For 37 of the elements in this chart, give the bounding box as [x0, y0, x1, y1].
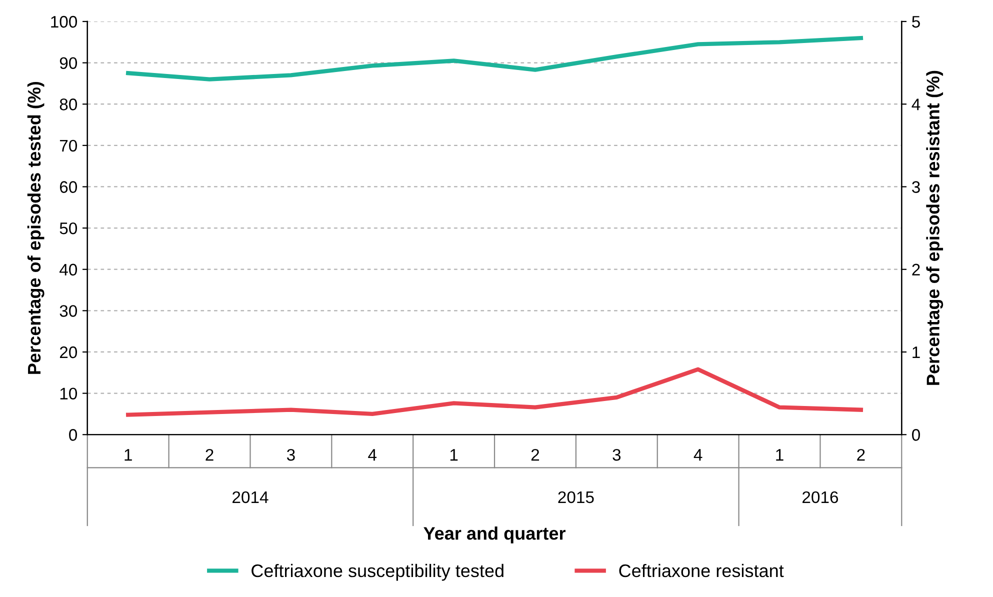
x-tick-label: 1	[776, 449, 784, 461]
x-tick-label: 4	[694, 449, 702, 461]
x-tick-label: 3	[612, 448, 621, 461]
x-tick-label: 2	[857, 448, 865, 461]
y-tick-label: 20	[60, 346, 78, 358]
line-series	[126, 367, 864, 417]
y2-axis-title: Percentage of episodes resistant (%)	[926, 70, 944, 385]
legend-label: Ceftriaxone susceptibility tested	[252, 564, 504, 581]
legend-label: Ceftriaxone resistant	[619, 564, 784, 578]
y-tick-label: 80	[60, 98, 78, 110]
x-axis-title: Year and quarter	[424, 526, 566, 544]
y-tick-label: 100	[51, 16, 78, 28]
y2-tick-label: 3	[912, 181, 920, 193]
text: 2014	[232, 491, 268, 504]
y-tick-label: 90	[60, 57, 78, 70]
y2-tick-label: 5	[912, 16, 920, 28]
y-tick-label: 0	[69, 429, 78, 441]
y2-tick-label: 4	[912, 98, 920, 110]
y-tick-label: 30	[60, 305, 78, 317]
y2-tick-label: 0	[912, 429, 920, 441]
x-tick-label: 1	[450, 449, 458, 461]
line-series	[126, 36, 864, 82]
x-tick-label: 2	[206, 448, 214, 461]
x-tick-label: 2	[531, 448, 540, 461]
y-tick-label: 60	[60, 181, 78, 193]
text: 2016	[802, 491, 838, 504]
x-tick-label: 3	[286, 448, 295, 461]
y2-tick-label: 2	[912, 264, 920, 276]
y-axis-title: Percentage of episodes tested (%)	[27, 82, 44, 374]
x-tick-label: 4	[368, 449, 377, 461]
text: 2015	[558, 491, 594, 504]
y-tick-label: 40	[60, 264, 78, 276]
y-tick-label: 10	[60, 388, 78, 400]
y-tick-label: 70	[60, 140, 78, 152]
y-tick-label: 50	[60, 222, 78, 234]
x-tick-label: 1	[124, 449, 132, 461]
y2-tick-label: 1	[912, 346, 920, 358]
